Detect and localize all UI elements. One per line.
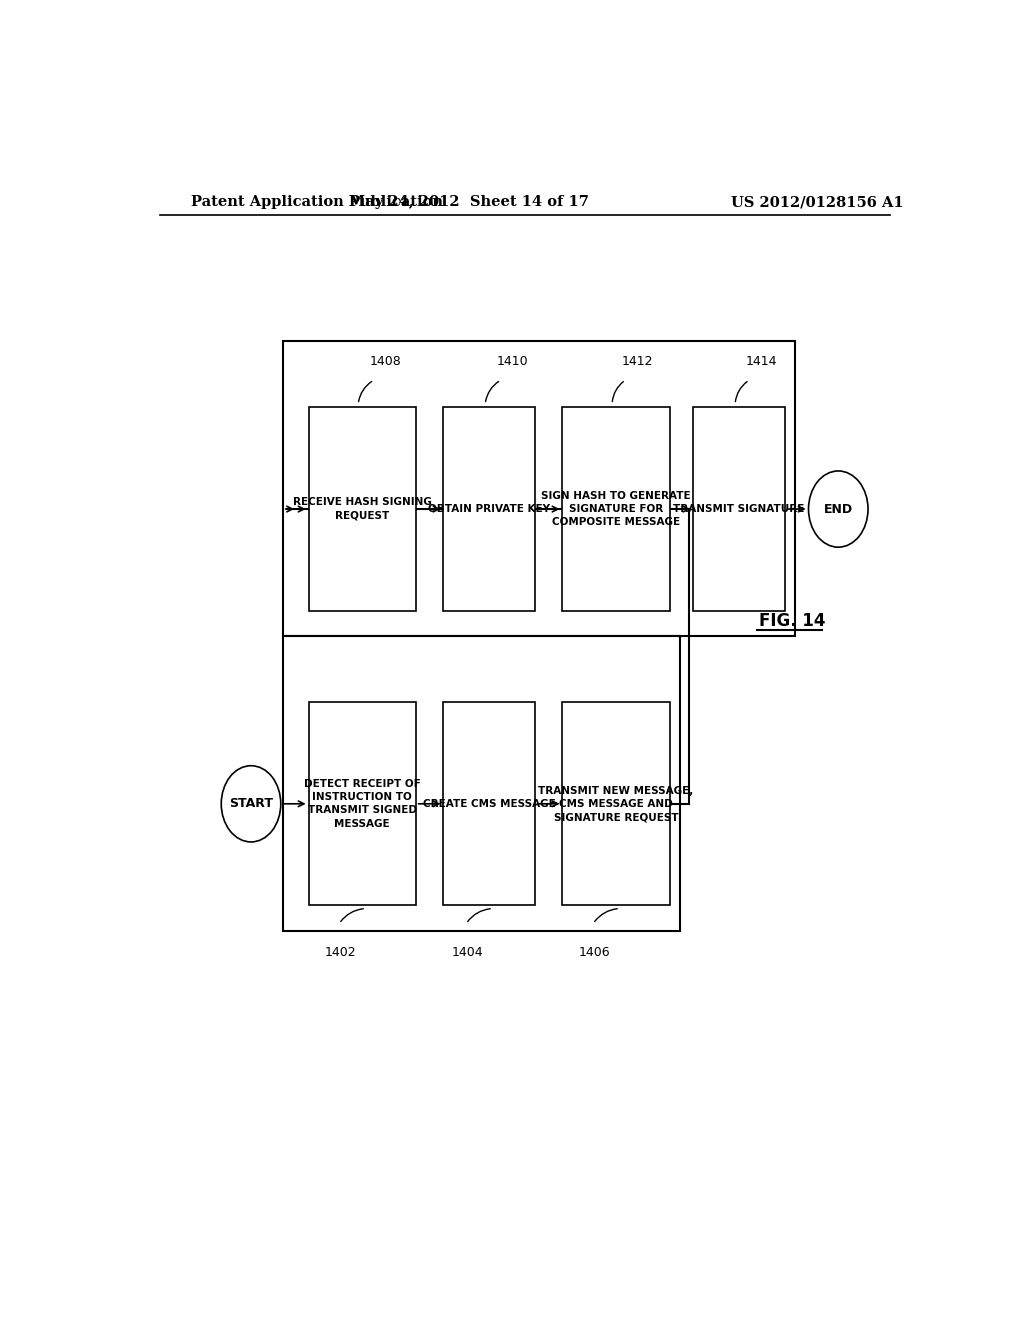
FancyBboxPatch shape xyxy=(283,342,795,636)
Text: 1410: 1410 xyxy=(497,355,528,368)
Text: FIG. 14: FIG. 14 xyxy=(759,612,825,630)
Text: CREATE CMS MESSAGE: CREATE CMS MESSAGE xyxy=(423,799,555,809)
Text: TRANSMIT SIGNATURE: TRANSMIT SIGNATURE xyxy=(674,504,805,513)
Text: RECEIVE HASH SIGNING
REQUEST: RECEIVE HASH SIGNING REQUEST xyxy=(293,498,431,520)
Text: TRANSMIT NEW MESSAGE,
CMS MESSAGE AND
SIGNATURE REQUEST: TRANSMIT NEW MESSAGE, CMS MESSAGE AND SI… xyxy=(539,785,693,822)
Text: US 2012/0128156 A1: US 2012/0128156 A1 xyxy=(731,195,904,209)
Text: 1404: 1404 xyxy=(452,946,483,960)
Text: May 24, 2012  Sheet 14 of 17: May 24, 2012 Sheet 14 of 17 xyxy=(349,195,589,209)
Ellipse shape xyxy=(809,471,868,548)
Ellipse shape xyxy=(221,766,281,842)
FancyBboxPatch shape xyxy=(562,702,670,906)
Text: END: END xyxy=(823,503,853,516)
Text: 1414: 1414 xyxy=(745,355,777,368)
Text: Patent Application Publication: Patent Application Publication xyxy=(191,195,443,209)
Text: 1412: 1412 xyxy=(622,355,653,368)
Text: SIGN HASH TO GENERATE
SIGNATURE FOR
COMPOSITE MESSAGE: SIGN HASH TO GENERATE SIGNATURE FOR COMP… xyxy=(542,491,691,527)
FancyBboxPatch shape xyxy=(308,702,416,906)
FancyBboxPatch shape xyxy=(562,408,670,611)
FancyBboxPatch shape xyxy=(308,408,416,611)
FancyBboxPatch shape xyxy=(443,408,535,611)
Text: OBTAIN PRIVATE KEY: OBTAIN PRIVATE KEY xyxy=(428,504,550,513)
FancyBboxPatch shape xyxy=(443,702,535,906)
Text: 1402: 1402 xyxy=(325,946,356,960)
Text: START: START xyxy=(229,797,273,810)
Text: 1406: 1406 xyxy=(579,946,610,960)
FancyBboxPatch shape xyxy=(283,636,680,931)
Text: 1408: 1408 xyxy=(370,355,401,368)
Text: DETECT RECEIPT OF
INSTRUCTION TO
TRANSMIT SIGNED
MESSAGE: DETECT RECEIPT OF INSTRUCTION TO TRANSMI… xyxy=(304,779,421,829)
FancyBboxPatch shape xyxy=(693,408,784,611)
